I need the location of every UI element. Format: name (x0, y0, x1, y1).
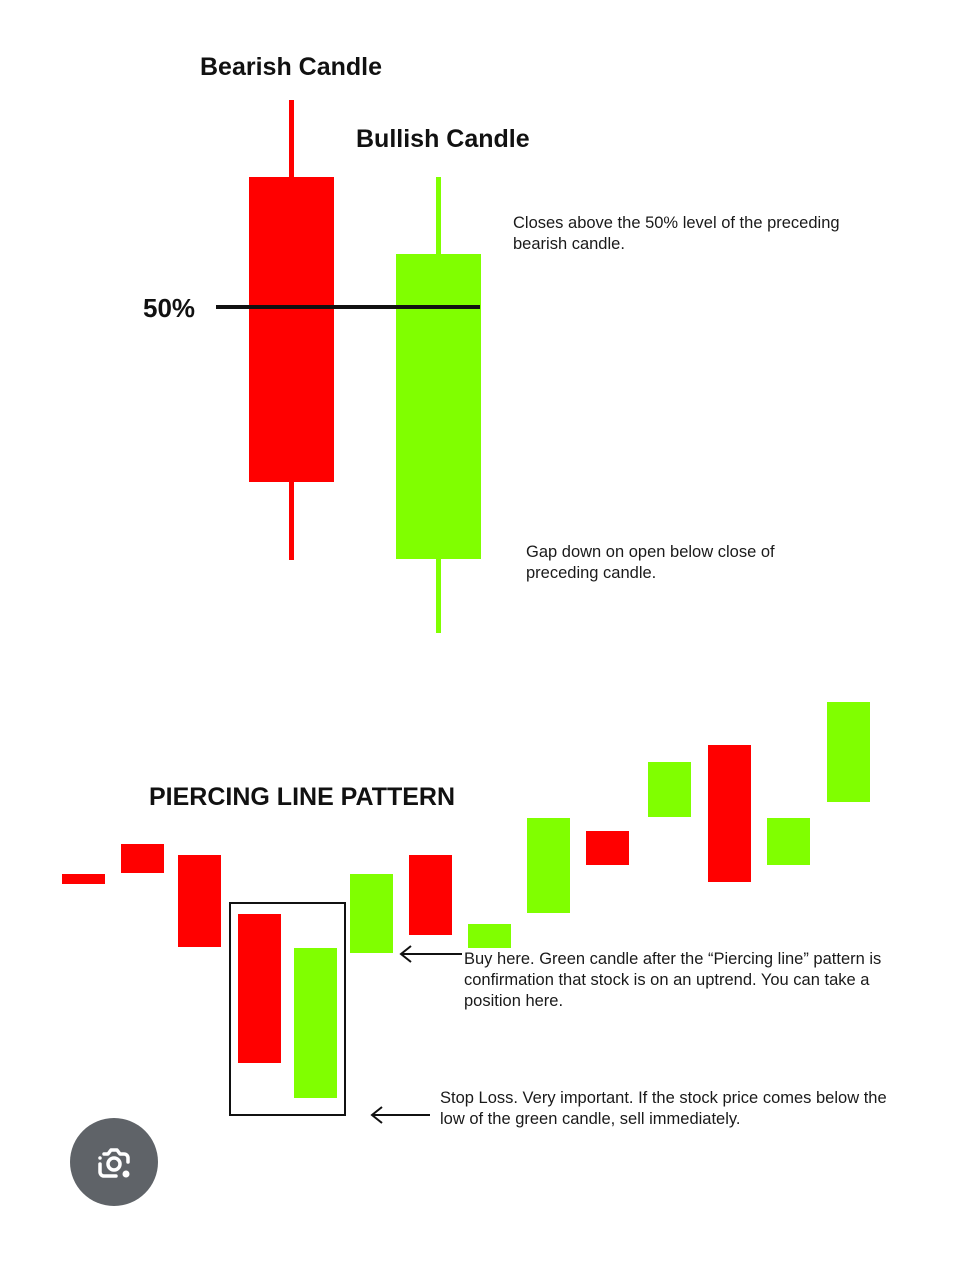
bullish-candle (396, 177, 481, 633)
bearish-candle (249, 100, 334, 560)
fifty-percent-line (216, 305, 480, 309)
candle-bar (62, 874, 105, 884)
candle-series (62, 702, 870, 1098)
gap-down-note: Gap down on open below close of precedin… (526, 543, 775, 582)
buy-arrow (399, 945, 462, 963)
google-lens-icon (98, 1148, 130, 1178)
candle-bar (238, 914, 281, 1063)
candle-bar (827, 702, 870, 802)
bullish-candle-title: Bullish Candle (356, 125, 530, 153)
bearish-body (249, 177, 334, 482)
candle-bar (708, 745, 751, 882)
candle-bar (350, 874, 393, 953)
candle-bar (178, 855, 221, 947)
buy-here-note: Buy here. Green candle after the “Pierci… (464, 950, 882, 1010)
candle-bar (409, 855, 452, 935)
candle-bar (586, 831, 629, 865)
bullish-body (396, 254, 481, 559)
fifty-percent-label: 50% (143, 293, 196, 323)
candle-bar (648, 762, 691, 817)
stop-loss-note: Stop Loss. Very important. If the stock … (440, 1089, 887, 1128)
candle-bar (767, 818, 810, 865)
bearish-candle-title: Bearish Candle (200, 53, 383, 81)
pattern-title: PIERCING LINE PATTERN (149, 783, 456, 811)
candle-bar (527, 818, 570, 913)
candle-bar (121, 844, 164, 873)
close-above-note: Closes above the 50% level of the preced… (513, 214, 840, 253)
candle-bar (468, 924, 511, 948)
google-lens-button[interactable] (70, 1118, 158, 1206)
pattern-box (229, 902, 346, 1116)
candle-bar (294, 948, 337, 1098)
stop-arrow (370, 1106, 430, 1124)
